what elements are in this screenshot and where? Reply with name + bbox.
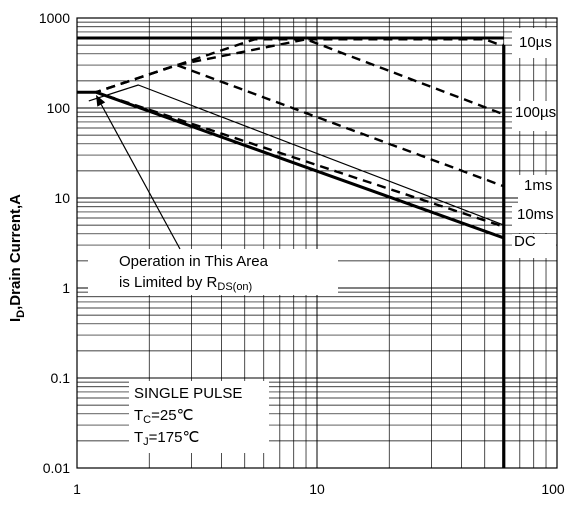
series-line-100s [77, 38, 505, 116]
label-mask [512, 203, 560, 233]
series-layer [77, 36, 506, 468]
plot-frame [76, 17, 558, 469]
series-line-10s [77, 38, 505, 94]
condition-junction-temp: TJ=175℃ [134, 429, 199, 448]
series-label: 100µs [515, 104, 556, 121]
label-mask [512, 101, 560, 131]
series-label: 10µs [519, 34, 552, 51]
series-label: DC [514, 233, 536, 250]
annotation-line-1: Operation in This Area [119, 253, 269, 270]
label-mask [512, 28, 560, 58]
annotation-box: Operation in This Area is Limited by RDS… [96, 94, 322, 295]
y-tick-label: 0.01 [43, 460, 70, 476]
annotation-arrowhead [96, 94, 106, 107]
condition-case-temp: TC=25℃ [134, 407, 193, 426]
y-tick-label: 0.1 [51, 370, 71, 386]
series-line-DC [77, 90, 505, 240]
y-axis-label: ID,Drain Current,A [7, 194, 27, 322]
y-tick-label: 1000 [39, 10, 70, 26]
series-line-1ms [77, 63, 505, 188]
condition-single-pulse: SINGLE PULSE [134, 385, 242, 402]
annotation-line-2: is Limited by RDS(on) [119, 274, 252, 293]
y-tick-label: 10 [54, 190, 70, 206]
y-tick-label: 1 [62, 280, 70, 296]
grid-layer [76, 17, 558, 469]
series-label: 1ms [524, 177, 552, 194]
annotation-arrow [100, 104, 181, 250]
x-tick-label: 1 [73, 481, 81, 497]
y-tick-label: 100 [47, 100, 71, 116]
conditions-box: SINGLE PULSE TC=25℃ TJ=175℃ [129, 381, 269, 453]
x-tick-label: 10 [309, 481, 325, 497]
label-mask [512, 234, 556, 258]
x-tick-label: 100 [541, 481, 565, 497]
label-mask [518, 175, 558, 205]
series-label: 10ms [517, 206, 554, 223]
